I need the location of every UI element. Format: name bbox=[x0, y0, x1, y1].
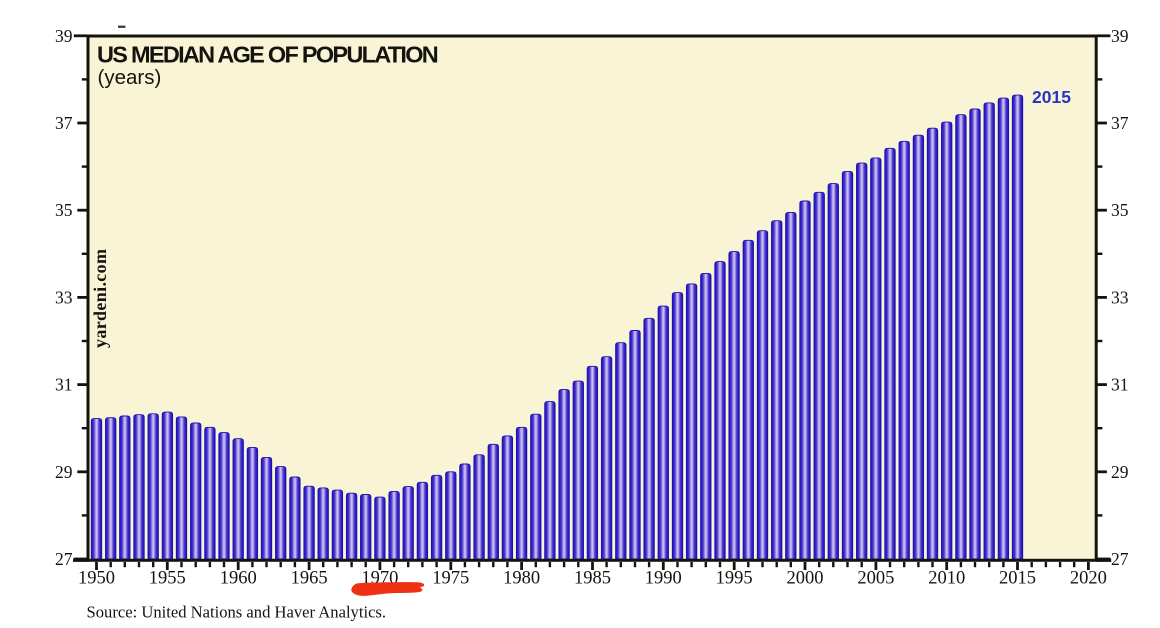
svg-text:37: 37 bbox=[55, 113, 73, 133]
svg-text:US MEDIAN AGE OF POPULATION: US MEDIAN AGE OF POPULATION bbox=[97, 42, 438, 68]
svg-text:33: 33 bbox=[55, 287, 73, 307]
svg-text:39: 39 bbox=[1111, 26, 1129, 46]
svg-text:1995: 1995 bbox=[716, 569, 753, 589]
svg-text:1955: 1955 bbox=[149, 569, 186, 589]
svg-text:1965: 1965 bbox=[291, 569, 328, 589]
svg-text:31: 31 bbox=[55, 375, 73, 395]
svg-text:35: 35 bbox=[55, 200, 73, 220]
svg-text:29: 29 bbox=[1111, 462, 1129, 482]
svg-text:2005: 2005 bbox=[857, 569, 894, 589]
svg-text:39: 39 bbox=[55, 26, 73, 46]
svg-text:1975: 1975 bbox=[432, 569, 469, 589]
svg-text:2020: 2020 bbox=[1070, 569, 1107, 589]
svg-text:yardeni.com: yardeni.com bbox=[90, 249, 110, 348]
svg-text:1985: 1985 bbox=[574, 569, 611, 589]
svg-text:27: 27 bbox=[1111, 549, 1129, 569]
svg-text:1950: 1950 bbox=[78, 569, 115, 589]
svg-text:35: 35 bbox=[1111, 200, 1129, 220]
svg-text:29: 29 bbox=[55, 462, 73, 482]
svg-text:Source: United Nations and Hav: Source: United Nations and Haver Analyti… bbox=[87, 603, 387, 622]
svg-text:33: 33 bbox=[1111, 287, 1129, 307]
svg-text:31: 31 bbox=[1111, 375, 1129, 395]
svg-text:2010: 2010 bbox=[928, 569, 965, 589]
svg-text:1990: 1990 bbox=[645, 569, 682, 589]
svg-text:1980: 1980 bbox=[503, 569, 540, 589]
svg-text:27: 27 bbox=[55, 549, 73, 569]
svg-text:2000: 2000 bbox=[787, 569, 824, 589]
svg-text:37: 37 bbox=[1111, 113, 1129, 133]
svg-text:(years): (years) bbox=[98, 66, 162, 89]
svg-text:2015: 2015 bbox=[1032, 87, 1071, 107]
svg-text:2015: 2015 bbox=[999, 569, 1036, 589]
svg-text:1960: 1960 bbox=[220, 569, 257, 589]
